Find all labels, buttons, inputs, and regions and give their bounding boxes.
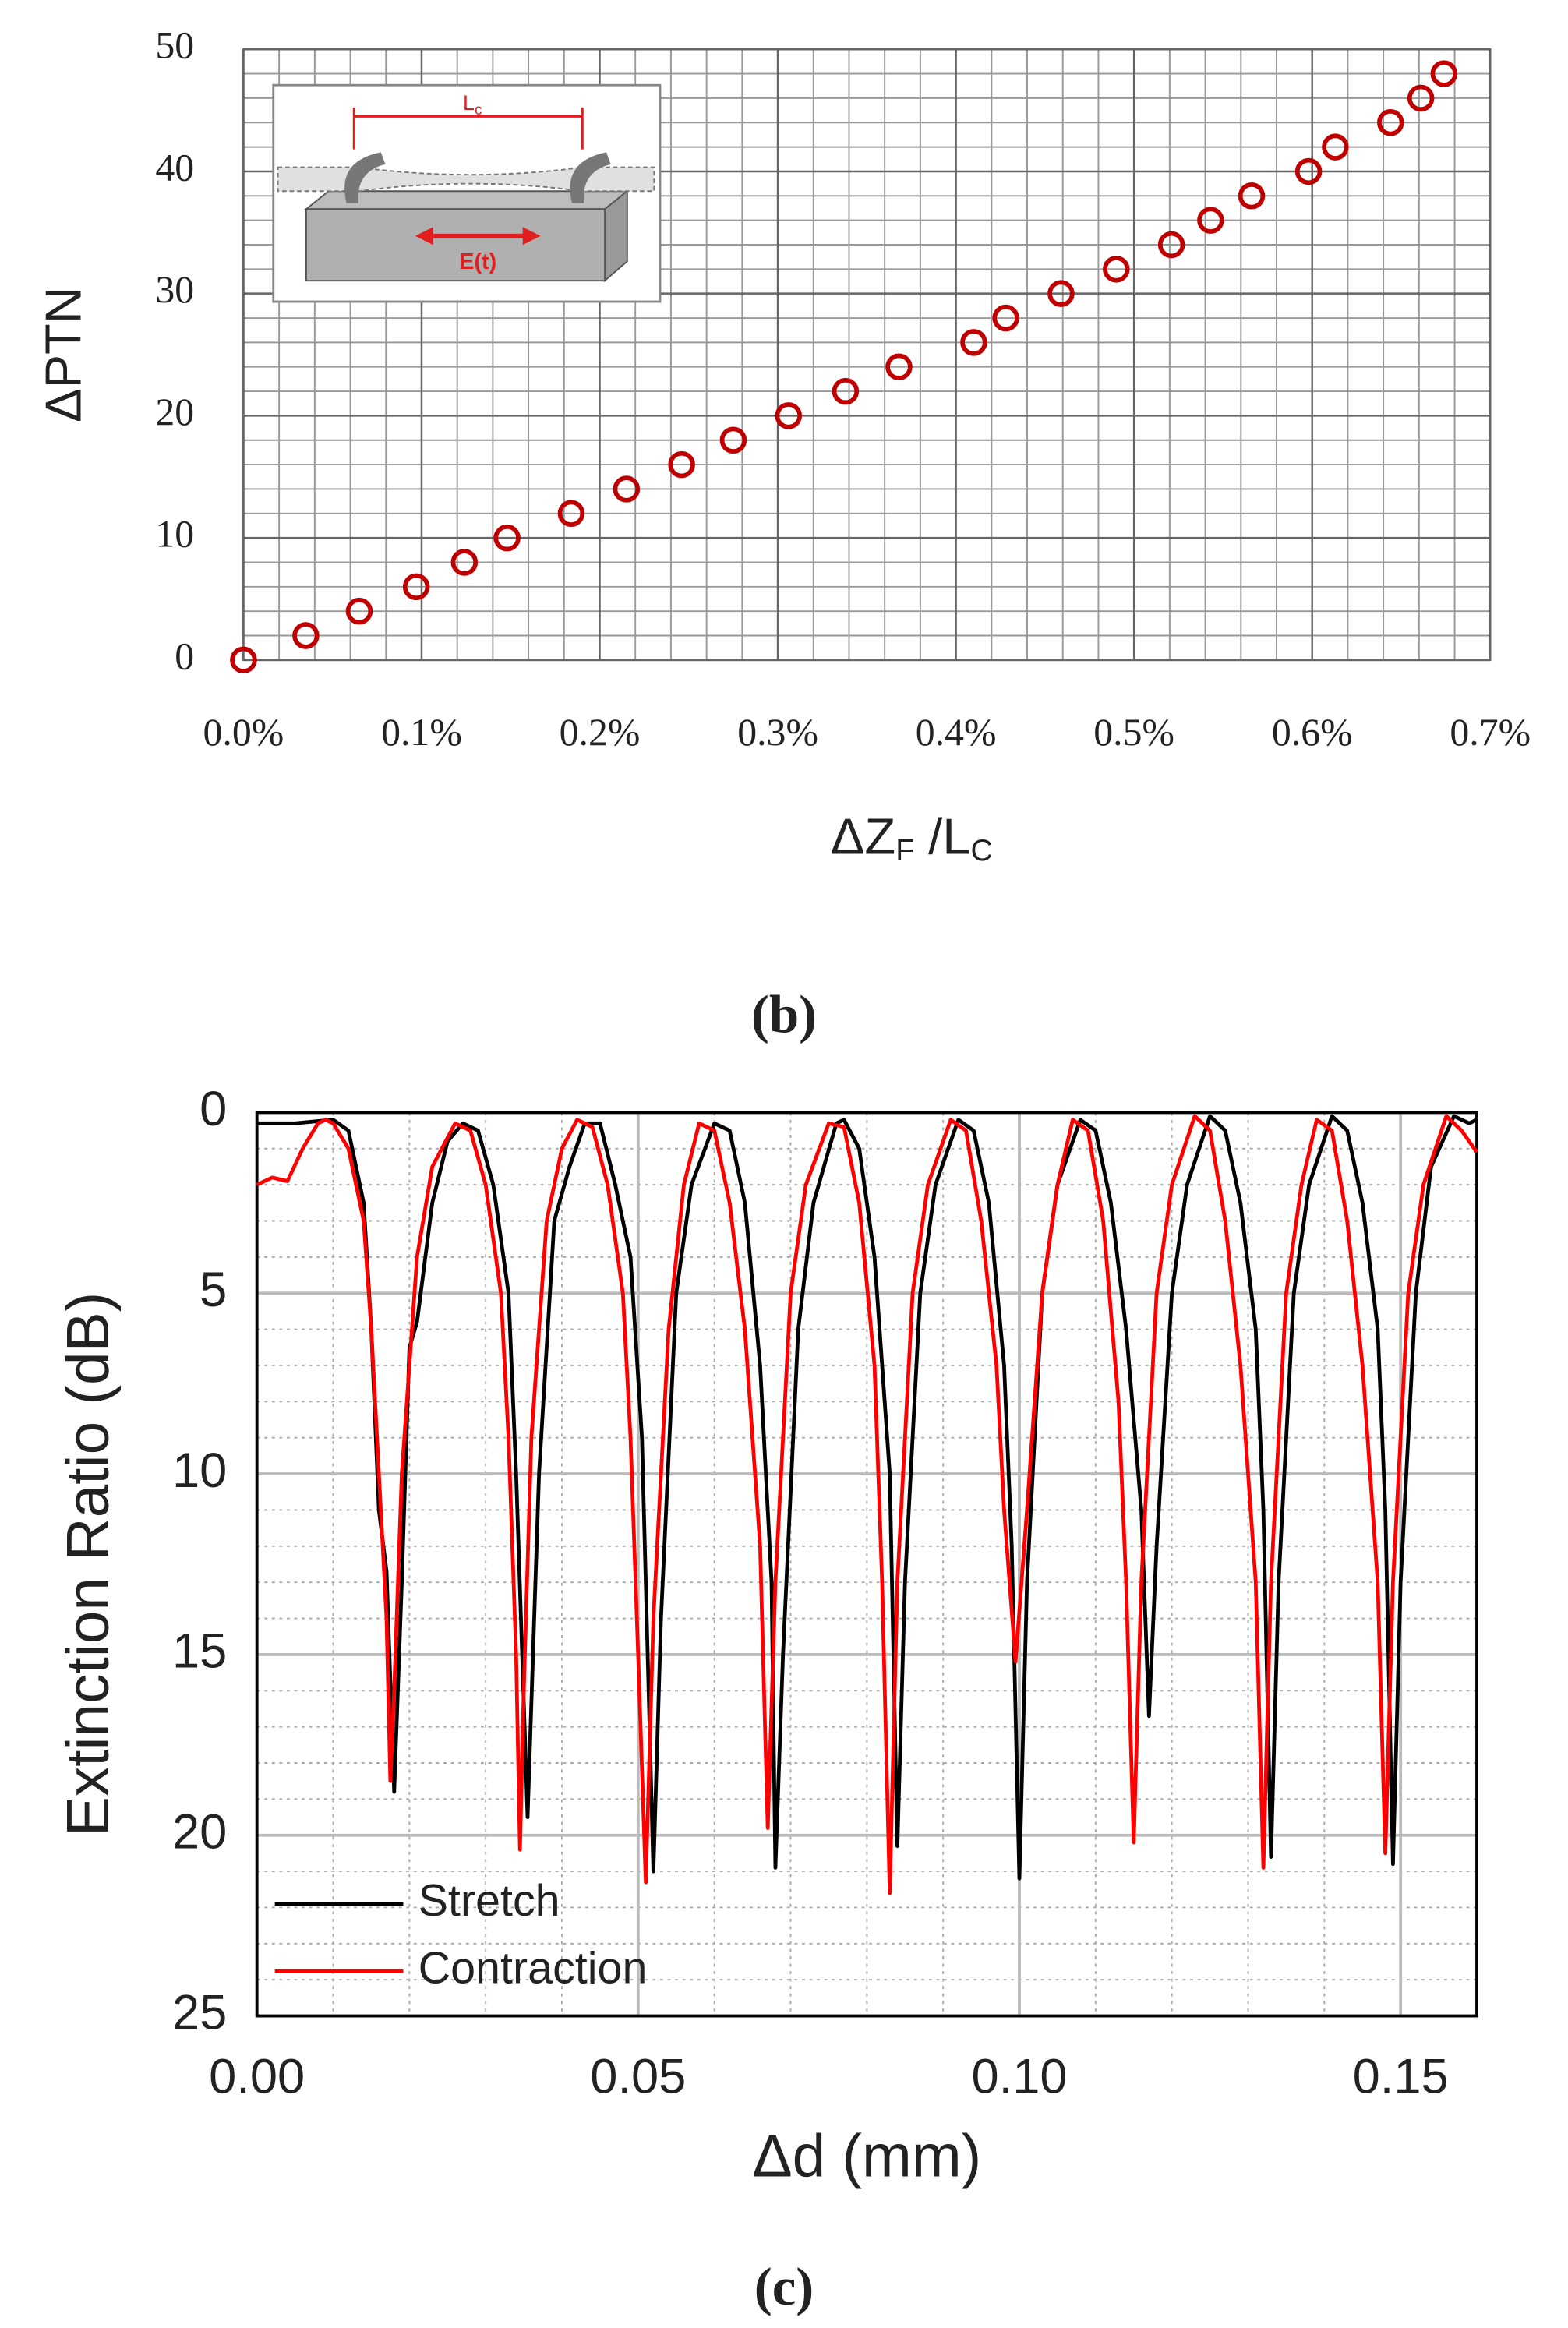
data-point: [402, 573, 430, 601]
x-axis-label-part: ΔZ: [831, 808, 895, 865]
y-tick-label: 10: [155, 513, 194, 556]
y-tick-label: 25: [172, 1985, 227, 2040]
x-tick-label: 0.3%: [737, 711, 818, 754]
x-tick-label: 0.2%: [560, 711, 641, 754]
x-tick-label: 0.00: [209, 2050, 305, 2104]
data-point: [345, 597, 373, 625]
plot-frame: [242, 48, 1492, 662]
data-point: [1238, 182, 1266, 210]
data-point: [1103, 256, 1130, 283]
x-axis-label-subscript: F: [895, 834, 914, 867]
data-point: [719, 426, 747, 454]
length-symbol: L: [463, 91, 475, 115]
data-point: [832, 377, 860, 405]
panel-caption: (b): [751, 984, 817, 1044]
y-tick-label: 30: [155, 268, 194, 311]
clamp-left: [344, 152, 386, 203]
x-axis-label: Δd (mm): [752, 2124, 981, 2190]
field-arrowhead: [415, 227, 433, 246]
legend-label: Stretch: [418, 1876, 560, 1926]
data-point: [992, 304, 1019, 332]
data-point: [493, 524, 521, 552]
data-point: [1322, 133, 1349, 161]
length-label: Lc: [463, 91, 482, 118]
y-tick-label: 0: [175, 634, 194, 677]
x-tick-label: 0.6%: [1272, 711, 1353, 754]
data-point: [1157, 231, 1185, 259]
data-point: [960, 329, 987, 356]
legend-label: Contraction: [418, 1943, 648, 1993]
series-line: [256, 1114, 1478, 1895]
data-point: [450, 549, 479, 576]
x-axis-label-subscript: C: [970, 834, 992, 867]
x-tick-label: 0.5%: [1093, 711, 1174, 754]
length-subscript: c: [475, 102, 482, 118]
y-tick-label: 20: [155, 390, 194, 433]
y-axis-label: Extinction Ratio (dB): [55, 1292, 122, 1836]
data-point: [230, 646, 257, 674]
block-front: [305, 208, 606, 282]
fiber: [277, 166, 655, 193]
y-tick-label: 5: [200, 1263, 227, 1317]
data-point: [1197, 207, 1224, 234]
data-point: [1294, 157, 1323, 185]
data-point: [885, 353, 913, 380]
clamp-right: [570, 152, 611, 203]
data-point: [292, 622, 320, 649]
data-point: [1430, 60, 1458, 87]
data-point: [1377, 109, 1404, 136]
y-tick-label: 0: [200, 1082, 227, 1136]
y-tick-label: 10: [172, 1443, 227, 1498]
panel-caption: (c): [754, 2257, 814, 2316]
x-axis-label-part: /L: [914, 808, 970, 865]
y-axis-label: ΔPTN: [35, 287, 92, 422]
field-label: E(t): [459, 249, 496, 274]
y-tick-label: 40: [155, 146, 194, 189]
data-point: [557, 500, 585, 528]
y-tick-label: 20: [172, 1804, 227, 1859]
data-point: [1047, 280, 1075, 307]
plot-frame: [255, 1111, 1478, 2018]
x-tick-label: 0.15: [1353, 2050, 1449, 2104]
data-point: [613, 475, 641, 503]
x-axis-label: ΔZF /LC: [831, 808, 993, 867]
field-arrowhead: [522, 227, 541, 246]
y-tick-label: 15: [172, 1624, 227, 1679]
x-tick-label: 0.10: [971, 2050, 1067, 2104]
data-point: [668, 450, 695, 479]
x-tick-label: 0.1%: [381, 711, 462, 754]
x-tick-label: 0.7%: [1450, 711, 1531, 754]
inset-diagram: Lc E(t): [272, 83, 662, 303]
chart: 0.0% 0.1% 0.2% 0.3% 0.4% 0.5% 0.6% 0.7% 0 10 20 30 4…: [35, 24, 1531, 1044]
x-tick-label: 0.05: [590, 2050, 686, 2104]
chart: 0.00 0.05 0.10 0.15 0 5 10 15 20 25 Δd (mm) Extinct…: [55, 1082, 1478, 2316]
x-tick-label: 0.4%: [916, 711, 997, 754]
x-tick-label: 0.0%: [203, 711, 284, 754]
data-point: [1407, 84, 1435, 112]
y-tick-label: 50: [155, 24, 194, 67]
data-point: [775, 402, 803, 429]
series-line: [256, 1114, 1478, 1881]
